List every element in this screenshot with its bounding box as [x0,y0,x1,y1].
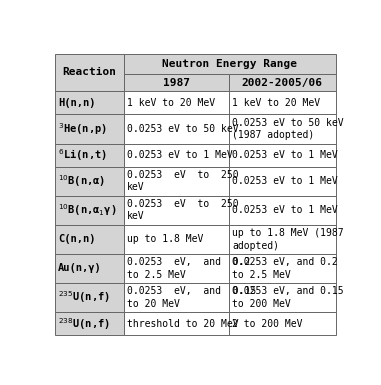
FancyBboxPatch shape [124,91,229,114]
Text: 2002-2005/06: 2002-2005/06 [242,78,323,88]
Text: 0.0253 eV to 50 keV
(1987 adopted): 0.0253 eV to 50 keV (1987 adopted) [232,118,344,140]
FancyBboxPatch shape [229,254,336,283]
FancyBboxPatch shape [229,114,336,144]
Text: 0.0253 eV, and 0.2
to 2.5 MeV: 0.0253 eV, and 0.2 to 2.5 MeV [232,257,338,280]
Text: $^{3}$He(n,p): $^{3}$He(n,p) [58,121,107,137]
Text: 0.0253 eV to 50 keV: 0.0253 eV to 50 keV [127,124,238,134]
FancyBboxPatch shape [124,225,229,254]
FancyBboxPatch shape [124,54,336,74]
Text: 1987: 1987 [163,78,190,88]
FancyBboxPatch shape [229,196,336,225]
Text: up to 1.8 MeV: up to 1.8 MeV [127,234,203,244]
FancyBboxPatch shape [55,312,124,335]
Text: threshold to 20 MeV: threshold to 20 MeV [127,319,238,329]
Text: $^{10}$B(n,α$_1$γ): $^{10}$B(n,α$_1$γ) [58,203,117,218]
Text: 0.0253 eV to 1 MeV: 0.0253 eV to 1 MeV [127,150,232,160]
Text: $^{10}$B(n,α): $^{10}$B(n,α) [58,173,105,189]
Text: 1 keV to 20 MeV: 1 keV to 20 MeV [232,98,320,108]
FancyBboxPatch shape [55,54,124,91]
FancyBboxPatch shape [124,74,229,91]
FancyBboxPatch shape [55,254,124,283]
Text: H(n,n): H(n,n) [58,98,96,108]
Text: 0.0253 eV to 1 MeV: 0.0253 eV to 1 MeV [232,176,338,186]
Text: 0.0253  eV  to  250
keV: 0.0253 eV to 250 keV [127,170,238,192]
Text: $^{6}$Li(n,t): $^{6}$Li(n,t) [58,147,107,163]
FancyBboxPatch shape [55,196,124,225]
Text: 0.0253  eV,  and  0.15
to 20 MeV: 0.0253 eV, and 0.15 to 20 MeV [127,286,256,309]
FancyBboxPatch shape [229,225,336,254]
FancyBboxPatch shape [55,144,124,167]
Text: 0.0253 eV to 1 MeV: 0.0253 eV to 1 MeV [232,205,338,215]
Text: Au(n,γ): Au(n,γ) [58,263,102,273]
Text: up to 1.8 MeV (1987
adopted): up to 1.8 MeV (1987 adopted) [232,228,344,251]
FancyBboxPatch shape [124,167,229,196]
FancyBboxPatch shape [124,312,229,335]
Text: C(n,n): C(n,n) [58,234,96,244]
Text: Neutron Energy Range: Neutron Energy Range [162,59,297,69]
FancyBboxPatch shape [229,283,336,312]
FancyBboxPatch shape [124,196,229,225]
FancyBboxPatch shape [55,283,124,312]
FancyBboxPatch shape [55,167,124,196]
FancyBboxPatch shape [229,144,336,167]
FancyBboxPatch shape [124,283,229,312]
Text: 0.0253 eV to 1 MeV: 0.0253 eV to 1 MeV [232,150,338,160]
Text: 2 to 200 MeV: 2 to 200 MeV [232,319,303,329]
Text: 1 keV to 20 MeV: 1 keV to 20 MeV [127,98,215,108]
Text: $^{235}$U(n,f): $^{235}$U(n,f) [58,290,110,305]
FancyBboxPatch shape [55,225,124,254]
Text: Reaction: Reaction [62,67,116,77]
FancyBboxPatch shape [229,91,336,114]
FancyBboxPatch shape [229,312,336,335]
FancyBboxPatch shape [55,114,124,144]
Text: $^{238}$U(n,f): $^{238}$U(n,f) [58,316,110,331]
Text: 0.0253  eV  to  250
keV: 0.0253 eV to 250 keV [127,199,238,221]
FancyBboxPatch shape [55,91,124,114]
FancyBboxPatch shape [229,167,336,196]
FancyBboxPatch shape [229,74,336,91]
Text: 0.0253 eV, and 0.15
to 200 MeV: 0.0253 eV, and 0.15 to 200 MeV [232,286,344,309]
FancyBboxPatch shape [124,144,229,167]
FancyBboxPatch shape [124,254,229,283]
Text: 0.0253  eV,  and  0.2
to 2.5 MeV: 0.0253 eV, and 0.2 to 2.5 MeV [127,257,250,280]
FancyBboxPatch shape [124,114,229,144]
